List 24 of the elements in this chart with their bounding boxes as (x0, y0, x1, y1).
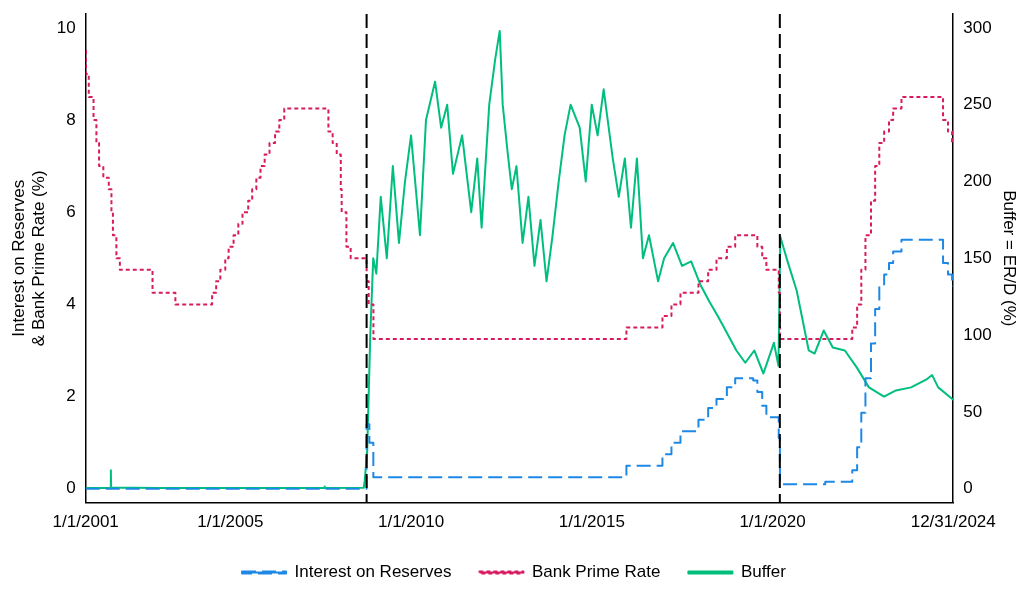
y2-tick-label: 0 (963, 478, 973, 498)
legend-label: Buffer (740, 562, 787, 582)
y-tick-label: 6 (66, 201, 76, 221)
y-tick-label: 0 (66, 478, 76, 498)
y2-tick-label: 150 (963, 247, 992, 267)
y2-tick-label: 300 (963, 17, 992, 37)
y2-tick-label: 200 (963, 171, 992, 191)
y-tick-label: 8 (66, 109, 76, 129)
x-tick-label: 1/1/2020 (739, 512, 806, 532)
y2-tick-label: 250 (963, 94, 992, 114)
x-tick-label: 1/1/2015 (558, 512, 625, 532)
y2-axis-title: Buffer = ER/D (%) (1000, 190, 1020, 327)
x-tick-label: 1/1/2001 (52, 512, 119, 532)
legend-label: Interest on Reserves (294, 562, 452, 582)
y-tick-label: 2 (66, 386, 76, 406)
x-tick-label: 1/1/2010 (377, 512, 445, 532)
x-tick-label: 12/31/2024 (910, 512, 996, 532)
y-tick-label: 10 (56, 17, 76, 37)
legend-label: Bank Prime Rate (531, 562, 661, 582)
x-tick-label: 1/1/2005 (197, 512, 264, 532)
y-axis-title: Interest on Reserves & Bank Prime Rate (%) (8, 170, 49, 347)
y-tick-label: 4 (66, 294, 76, 314)
y2-tick-label: 100 (963, 324, 992, 344)
y2-tick-label: 50 (963, 401, 983, 421)
